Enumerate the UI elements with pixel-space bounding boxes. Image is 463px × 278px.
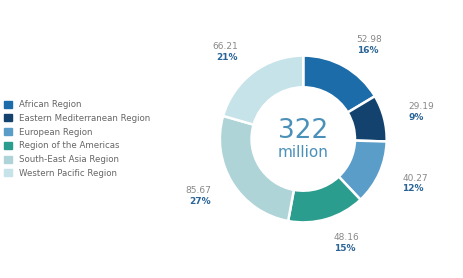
Text: 48.16: 48.16 <box>334 233 360 242</box>
Text: 12%: 12% <box>402 184 424 193</box>
Text: 66.21: 66.21 <box>213 43 238 51</box>
Wedge shape <box>223 56 303 125</box>
Text: 40.27: 40.27 <box>402 173 428 183</box>
Text: 27%: 27% <box>189 197 211 206</box>
Text: 21%: 21% <box>217 53 238 62</box>
Wedge shape <box>348 96 387 142</box>
Wedge shape <box>288 177 361 222</box>
Wedge shape <box>303 56 375 113</box>
Wedge shape <box>339 141 387 200</box>
Text: 52.98: 52.98 <box>357 35 382 44</box>
Text: million: million <box>278 145 329 160</box>
Text: 15%: 15% <box>334 244 356 253</box>
Wedge shape <box>220 116 294 221</box>
Text: 16%: 16% <box>357 46 378 54</box>
Text: 9%: 9% <box>408 113 424 122</box>
Text: 85.67: 85.67 <box>185 186 211 195</box>
Text: 322: 322 <box>278 118 328 144</box>
Legend: African Region, Eastern Mediterranean Region, European Region, Region of the Ame: African Region, Eastern Mediterranean Re… <box>4 100 150 178</box>
Text: 29.19: 29.19 <box>408 102 434 111</box>
